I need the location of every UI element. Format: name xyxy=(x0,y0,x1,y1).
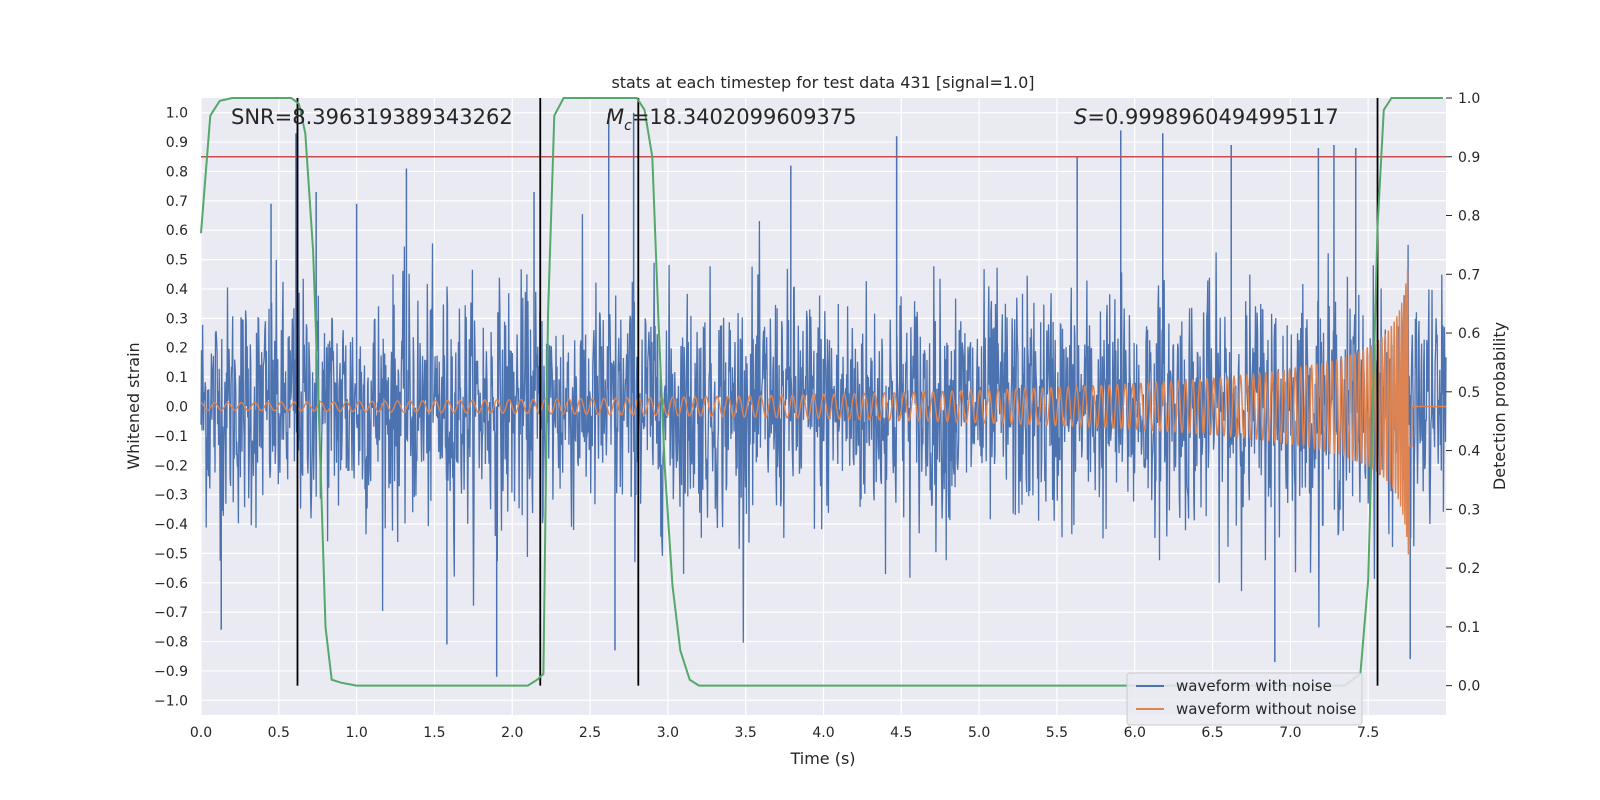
y-tick-label: −0.8 xyxy=(154,635,188,651)
x-tick-label: 3.0 xyxy=(657,725,679,741)
x-tick-label: 5.5 xyxy=(1046,725,1068,741)
y2-tick-label: 0.5 xyxy=(1458,385,1480,401)
y-tick-label: −0.4 xyxy=(154,517,188,533)
y-tick-label: −0.7 xyxy=(154,605,188,621)
chirp-waveform-line xyxy=(200,268,1446,555)
annotation-mc-symbol: M xyxy=(606,105,624,129)
y-tick-label: 0.7 xyxy=(166,194,188,210)
annotation-s-symbol: S xyxy=(1074,105,1087,129)
x-tick-label: 6.5 xyxy=(1201,725,1223,741)
x-tick-label: 4.0 xyxy=(812,725,834,741)
y-tick-label: −0.6 xyxy=(154,576,188,592)
y-tick-label: 0.8 xyxy=(166,164,188,180)
y-tick-label: −0.1 xyxy=(154,429,188,445)
annotation-s-value: =0.9998960494995117 xyxy=(1087,105,1338,129)
chirp-series-group xyxy=(200,268,1446,555)
annotation-mc-sub: c xyxy=(624,118,632,134)
annotation-mc-value: =18.3402099609375 xyxy=(632,105,857,129)
y2-tick-label: 0.1 xyxy=(1458,620,1480,636)
y-tick-label: 0.0 xyxy=(166,400,188,416)
y2-tick-label: 0.2 xyxy=(1458,561,1480,577)
annotation-score: S=0.9998960494995117 xyxy=(1074,105,1339,129)
y2-tick-label: 0.6 xyxy=(1458,326,1480,342)
y2-tick-label: 0.4 xyxy=(1458,444,1480,460)
x-tick-label: 5.0 xyxy=(968,725,990,741)
y-axis-label: Whitened strain xyxy=(124,342,143,469)
y2-tick-label: 0.8 xyxy=(1458,209,1480,225)
legend-box xyxy=(1126,672,1363,726)
x-tick-label: 3.5 xyxy=(735,725,757,741)
x-tick-label: 4.5 xyxy=(890,725,912,741)
y2-tick-label: 0.7 xyxy=(1458,267,1480,283)
y2-tick-label: 1.0 xyxy=(1458,91,1480,107)
x-tick-label: 6.0 xyxy=(1124,725,1146,741)
y-tick-label: 0.6 xyxy=(166,223,188,239)
y-tick-label: −1.0 xyxy=(154,693,188,709)
y-tick-label: 1.0 xyxy=(166,106,188,122)
x-tick-label: 0.5 xyxy=(268,725,290,741)
probability-line xyxy=(200,97,1443,687)
y2-axis-label: Detection probability xyxy=(1490,322,1509,490)
y-tick-label: 0.2 xyxy=(166,341,188,357)
x-tick-label: 7.0 xyxy=(1279,725,1301,741)
legend-label-chirp: waveform without noise xyxy=(1176,700,1356,718)
y-tick-label: 0.1 xyxy=(166,370,188,386)
chart-title: stats at each timestep for test data 431… xyxy=(611,73,1034,92)
x-tick-label: 1.5 xyxy=(423,725,445,741)
legend-label-noise: waveform with noise xyxy=(1176,677,1332,695)
probability-series-group xyxy=(200,97,1443,687)
y2-tick-label: 0.0 xyxy=(1458,679,1480,695)
x-tick-label: 2.5 xyxy=(579,725,601,741)
y2-tick-label: 0.3 xyxy=(1458,502,1480,518)
y-tick-label: 0.9 xyxy=(166,135,188,151)
y-tick-label: 0.3 xyxy=(166,311,188,327)
tick-labels-group: 0.0 0.5 1.0 1.5 2.0 2.5 3.0 3.5 4.0 4.5 5.0 5.5 6.0 6… xyxy=(154,91,1480,741)
y-tick-label: 0.5 xyxy=(166,253,188,269)
x-axis-label: Time (s) xyxy=(789,749,855,768)
y-tick-label: −0.3 xyxy=(154,488,188,504)
vertical-lines-group xyxy=(296,98,1379,686)
y-tick-label: −0.9 xyxy=(154,664,188,680)
y-tick-label: −0.5 xyxy=(154,546,188,562)
y-tick-label: 0.4 xyxy=(166,282,188,298)
x-tick-label: 7.5 xyxy=(1357,725,1379,741)
x-tick-label: 1.0 xyxy=(345,725,367,741)
annotation-snr: SNR=8.396319389343262 xyxy=(231,105,513,129)
legend: waveform with noise waveform without noi… xyxy=(1126,672,1363,726)
y-tick-label: −0.2 xyxy=(154,458,188,474)
y2-tick-label: 0.9 xyxy=(1458,150,1480,166)
x-tick-label: 2.0 xyxy=(501,725,523,741)
annotation-chirp-mass: Mc=18.3402099609375 xyxy=(606,105,857,134)
x-tick-label: 0.0 xyxy=(190,725,212,741)
